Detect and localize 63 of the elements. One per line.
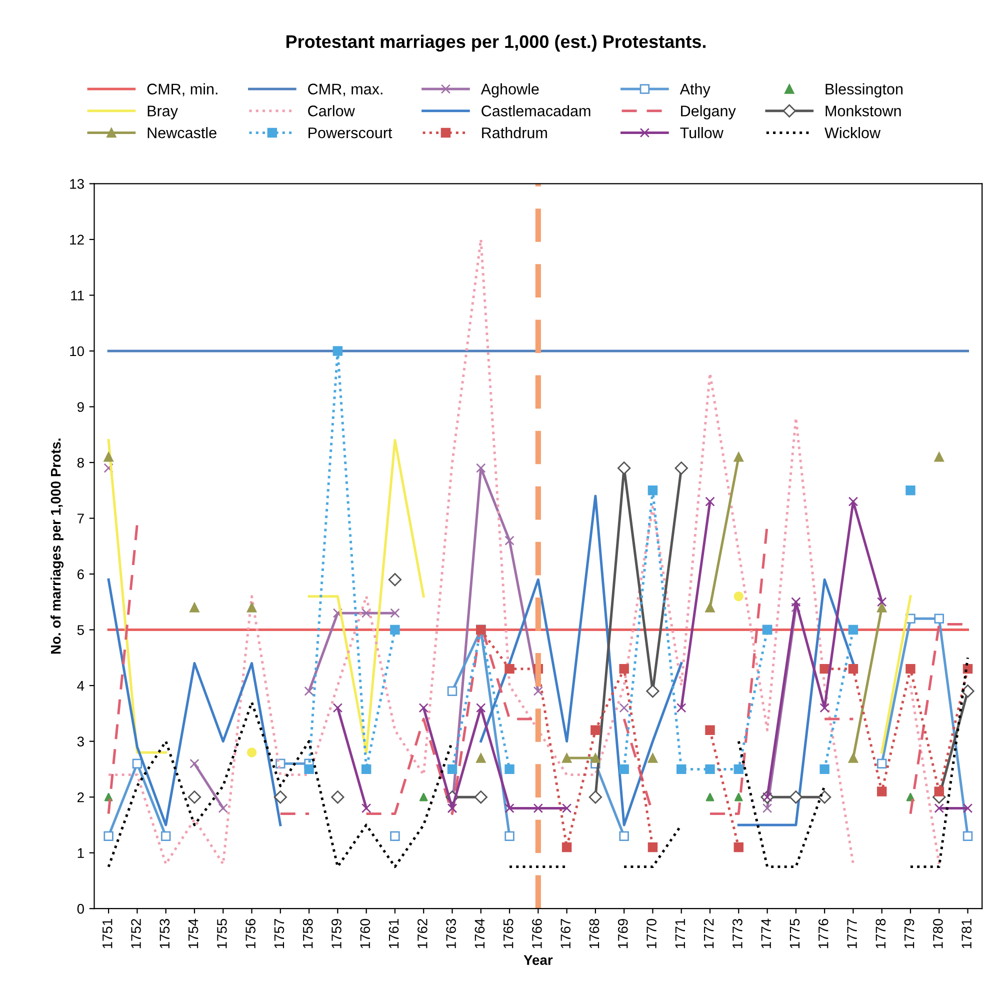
x-tick-label: 1774 xyxy=(761,918,771,948)
x-tick-label: 1780 xyxy=(933,918,943,948)
x-tick-label: 1755 xyxy=(217,918,227,948)
x-tick-label: 1763 xyxy=(446,918,456,948)
y-tick-label: 12 xyxy=(70,234,84,244)
y-tick-label: 10 xyxy=(70,346,84,356)
legend-label: Bray xyxy=(148,106,178,120)
y-tick-label: 2 xyxy=(77,792,84,802)
x-tick-label: 1752 xyxy=(131,919,141,948)
x-tick-label: 1775 xyxy=(790,918,800,948)
legend-label: Delgany xyxy=(681,105,736,120)
legend-label: Rathdrum xyxy=(482,127,547,138)
legend-label: Aghowle xyxy=(480,83,539,98)
x-tick-label: 1771 xyxy=(675,918,685,948)
x-tick-label: 1779 xyxy=(904,918,914,948)
x-tick-label: 1761 xyxy=(388,918,399,948)
y-tick-label: 3 xyxy=(77,736,84,746)
x-tick-label: 1759 xyxy=(332,918,342,948)
y-tick-label: 4 xyxy=(77,681,84,691)
x-tick-label: 1764 xyxy=(474,918,485,948)
x-axis-title: Year xyxy=(524,955,553,965)
x-tick-label: 1767 xyxy=(560,919,571,948)
y-tick-label: 11 xyxy=(71,290,84,300)
x-tick-label: 1760 xyxy=(360,918,370,948)
x-tick-label: 1776 xyxy=(818,918,828,948)
x-tick-label: 1765 xyxy=(503,918,514,948)
x-tick-label: 1772 xyxy=(704,919,714,948)
y-tick-label: 9 xyxy=(77,402,84,412)
x-tick-label: 1754 xyxy=(188,918,198,948)
y-tick-label: 7 xyxy=(78,514,84,524)
x-tick-label: 1753 xyxy=(160,918,170,948)
x-tick-label: 1757 xyxy=(274,919,284,948)
legend-label: Carlow xyxy=(308,105,355,116)
x-tick-label: 1778 xyxy=(876,918,886,948)
chart-title: Protestant marriages per 1,000 (est.) Protestants. xyxy=(286,34,706,52)
y-axis-title: No. of marriages per 1,000 Prots. xyxy=(50,438,64,654)
legend-label: Blessington xyxy=(826,83,902,98)
legend-label: Castlemacadam xyxy=(482,105,590,116)
legend-label: Athy xyxy=(680,83,710,98)
x-tick-label: 1766 xyxy=(532,918,542,948)
x-tick-label: 1758 xyxy=(302,918,313,948)
x-tick-label: 1770 xyxy=(646,918,656,948)
x-tick-label: 1768 xyxy=(589,918,600,948)
x-tick-label: 1751 xyxy=(102,918,112,948)
y-tick-label: 13 xyxy=(70,179,84,189)
y-tick-label: 6 xyxy=(78,569,84,580)
x-tick-label: 1781 xyxy=(962,918,972,948)
y-tick-label: 8 xyxy=(77,458,84,468)
legend-label: Newcastle xyxy=(148,127,216,138)
y-tick-label: 5 xyxy=(77,625,84,635)
x-tick-label: 1769 xyxy=(618,918,628,948)
legend-label: CMR, min. xyxy=(147,83,218,96)
x-tick-label: 1762 xyxy=(417,919,428,948)
legend-label: Powerscourt xyxy=(308,128,392,138)
legend-label: Monkstown xyxy=(826,105,901,116)
y-tick-label: 1 xyxy=(78,848,84,858)
legend-label: CMR, max. xyxy=(308,84,382,96)
x-tick-label: 1773 xyxy=(732,918,742,948)
x-tick-label: 1756 xyxy=(246,918,256,948)
legend-label: Tullow xyxy=(680,127,724,138)
x-tick-label: 1777 xyxy=(847,919,857,948)
y-tick-label: 0 xyxy=(77,904,84,914)
legend-label: Wicklow xyxy=(824,127,881,138)
